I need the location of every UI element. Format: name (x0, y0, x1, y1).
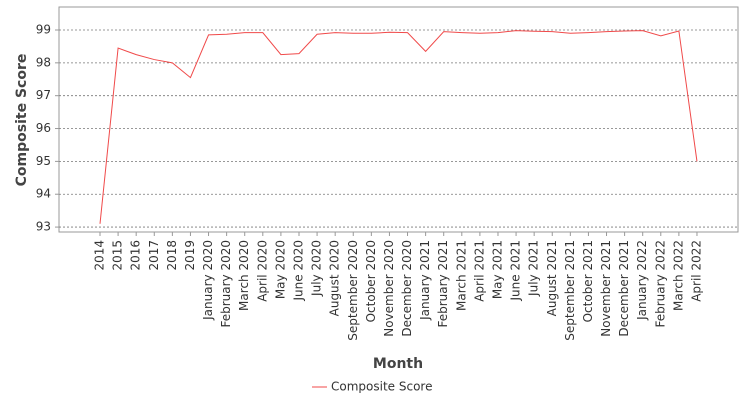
x-tick-label: 2019 (183, 240, 197, 271)
x-tick-label: February 2022 (653, 240, 667, 328)
x-axis-title: Month (373, 356, 423, 372)
x-tick-label: August 2020 (328, 240, 342, 316)
y-tick-label: 97 (36, 88, 51, 102)
y-tick-label: 94 (36, 187, 51, 201)
x-tick-label: May 2020 (273, 240, 287, 299)
x-tick-label: 2015 (111, 240, 125, 271)
x-tick-label: January 2022 (635, 240, 649, 321)
y-tick-label: 95 (36, 154, 51, 168)
x-tick-label: September 2021 (563, 240, 577, 341)
x-tick-label: January 2021 (418, 240, 432, 321)
x-tick-label: December 2021 (617, 240, 631, 337)
y-tick-label: 96 (36, 121, 51, 135)
y-tick-label: 98 (36, 55, 51, 69)
x-tick-label: January 2020 (201, 240, 215, 321)
x-tick-label: 2018 (165, 240, 179, 271)
x-tick-label: July 2021 (527, 240, 541, 297)
x-tick-label: June 2020 (291, 240, 305, 302)
x-tick-label: February 2021 (436, 240, 450, 328)
x-tick-label: November 2020 (382, 240, 396, 337)
x-tick-label: June 2021 (509, 240, 523, 302)
x-tick-label: April 2020 (255, 240, 269, 302)
x-tick-label: September 2020 (346, 240, 360, 341)
x-tick-label: March 2022 (671, 240, 685, 311)
x-tick-label: October 2020 (364, 240, 378, 322)
x-tick-label: November 2021 (599, 240, 613, 337)
plot-area (58, 6, 739, 233)
x-tick-label: May 2021 (490, 240, 504, 299)
x-tick-label: 2014 (93, 240, 107, 271)
legend-label: Composite Score (331, 380, 432, 394)
x-tick-label: July 2020 (310, 240, 324, 297)
x-tick-label: March 2021 (454, 240, 468, 311)
x-tick-label: December 2020 (400, 240, 414, 337)
y-tick-label: 99 (36, 22, 51, 36)
x-tick-label: August 2021 (545, 240, 559, 316)
x-tick-label: October 2021 (581, 240, 595, 322)
x-tick-label: April 2021 (472, 240, 486, 302)
x-tick-label: 2017 (147, 240, 161, 271)
x-tick-label: 2016 (129, 240, 143, 271)
y-tick-label: 93 (36, 220, 51, 234)
x-tick-label: March 2020 (237, 240, 251, 311)
y-axis-title: Composite Score (14, 54, 30, 187)
x-tick-label: April 2022 (689, 240, 703, 302)
x-tick-label: February 2020 (219, 240, 233, 328)
series-line (99, 30, 698, 224)
